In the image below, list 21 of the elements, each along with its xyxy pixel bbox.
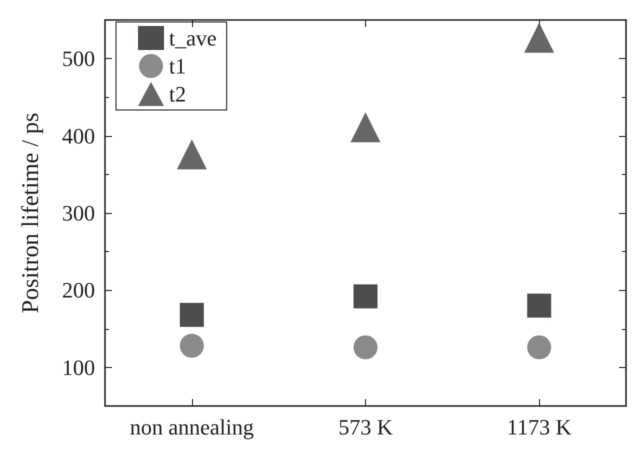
legend-label: t_ave	[169, 26, 217, 50]
point	[350, 112, 380, 142]
y-tick-label: 300	[62, 200, 95, 226]
point	[524, 22, 554, 53]
x-tick-label: 573 K	[338, 414, 393, 440]
point	[354, 284, 378, 308]
y-axis-title: Positron lifetime / ps	[18, 112, 44, 314]
y-tick-label: 100	[62, 354, 95, 380]
point	[180, 302, 204, 327]
point	[354, 335, 378, 360]
legend-label: t2	[169, 82, 186, 106]
y-tick-label: 500	[62, 46, 95, 72]
point	[180, 334, 204, 358]
x-tick-label: non annealing	[130, 414, 254, 440]
legend-label: t1	[169, 54, 186, 78]
point	[527, 294, 552, 318]
x-tick-label: 1173 K	[506, 414, 572, 440]
point	[527, 335, 552, 360]
point	[176, 139, 207, 170]
y-tick-label: 200	[62, 278, 95, 303]
y-tick-label: 400	[62, 123, 95, 148]
